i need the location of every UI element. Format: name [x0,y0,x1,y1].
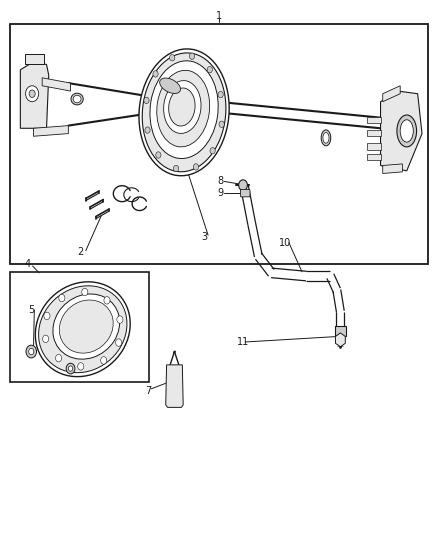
Circle shape [26,345,36,358]
Ellipse shape [71,93,83,105]
Text: 6: 6 [71,323,78,333]
Ellipse shape [164,80,201,133]
Ellipse shape [139,49,229,176]
Ellipse shape [397,115,417,147]
Ellipse shape [169,88,195,126]
Ellipse shape [53,294,120,359]
Circle shape [104,296,110,304]
Polygon shape [42,78,71,91]
Ellipse shape [323,133,329,143]
Ellipse shape [142,53,226,172]
Text: 9: 9 [218,188,224,198]
Circle shape [145,127,150,133]
FancyBboxPatch shape [335,326,346,336]
Bar [367,130,381,136]
Circle shape [210,148,215,154]
Circle shape [68,366,73,371]
Polygon shape [383,86,400,102]
Circle shape [66,364,75,374]
Circle shape [44,312,50,320]
Polygon shape [336,333,345,347]
Circle shape [59,294,65,302]
Circle shape [239,180,247,190]
Circle shape [101,357,107,364]
Circle shape [218,91,223,98]
Circle shape [190,53,194,59]
Polygon shape [381,91,422,171]
Circle shape [144,97,149,103]
Text: 3: 3 [201,232,208,242]
Ellipse shape [59,300,113,353]
Bar [11,272,149,382]
Bar [367,117,381,123]
Bar [11,23,427,264]
Circle shape [56,354,62,362]
Text: 4: 4 [25,260,31,269]
Polygon shape [383,164,403,173]
FancyBboxPatch shape [240,189,250,197]
Polygon shape [25,54,44,64]
Circle shape [156,152,161,158]
Ellipse shape [73,95,81,103]
Ellipse shape [400,120,413,142]
Circle shape [42,335,49,343]
Polygon shape [33,126,68,136]
Circle shape [153,71,158,77]
Ellipse shape [150,61,218,158]
Ellipse shape [160,78,180,93]
Polygon shape [166,365,183,407]
Ellipse shape [35,282,130,377]
Text: 10: 10 [279,238,292,247]
Ellipse shape [39,286,127,373]
Ellipse shape [157,70,210,147]
Circle shape [82,288,88,296]
Circle shape [116,339,122,346]
Circle shape [29,90,35,98]
Text: 5: 5 [28,305,34,315]
Circle shape [207,67,212,73]
Circle shape [28,349,34,355]
Polygon shape [20,62,49,128]
Circle shape [173,165,179,172]
Circle shape [117,316,123,324]
Circle shape [78,362,84,370]
Text: 8: 8 [218,176,224,187]
Ellipse shape [321,130,331,146]
Text: 11: 11 [237,337,249,347]
Circle shape [25,86,39,102]
Text: 1: 1 [216,11,222,21]
Circle shape [170,54,175,61]
Text: 2: 2 [77,247,83,257]
Text: 7: 7 [145,386,151,397]
Circle shape [193,164,198,170]
Circle shape [219,121,224,127]
Bar [367,143,381,150]
Bar [367,154,381,160]
